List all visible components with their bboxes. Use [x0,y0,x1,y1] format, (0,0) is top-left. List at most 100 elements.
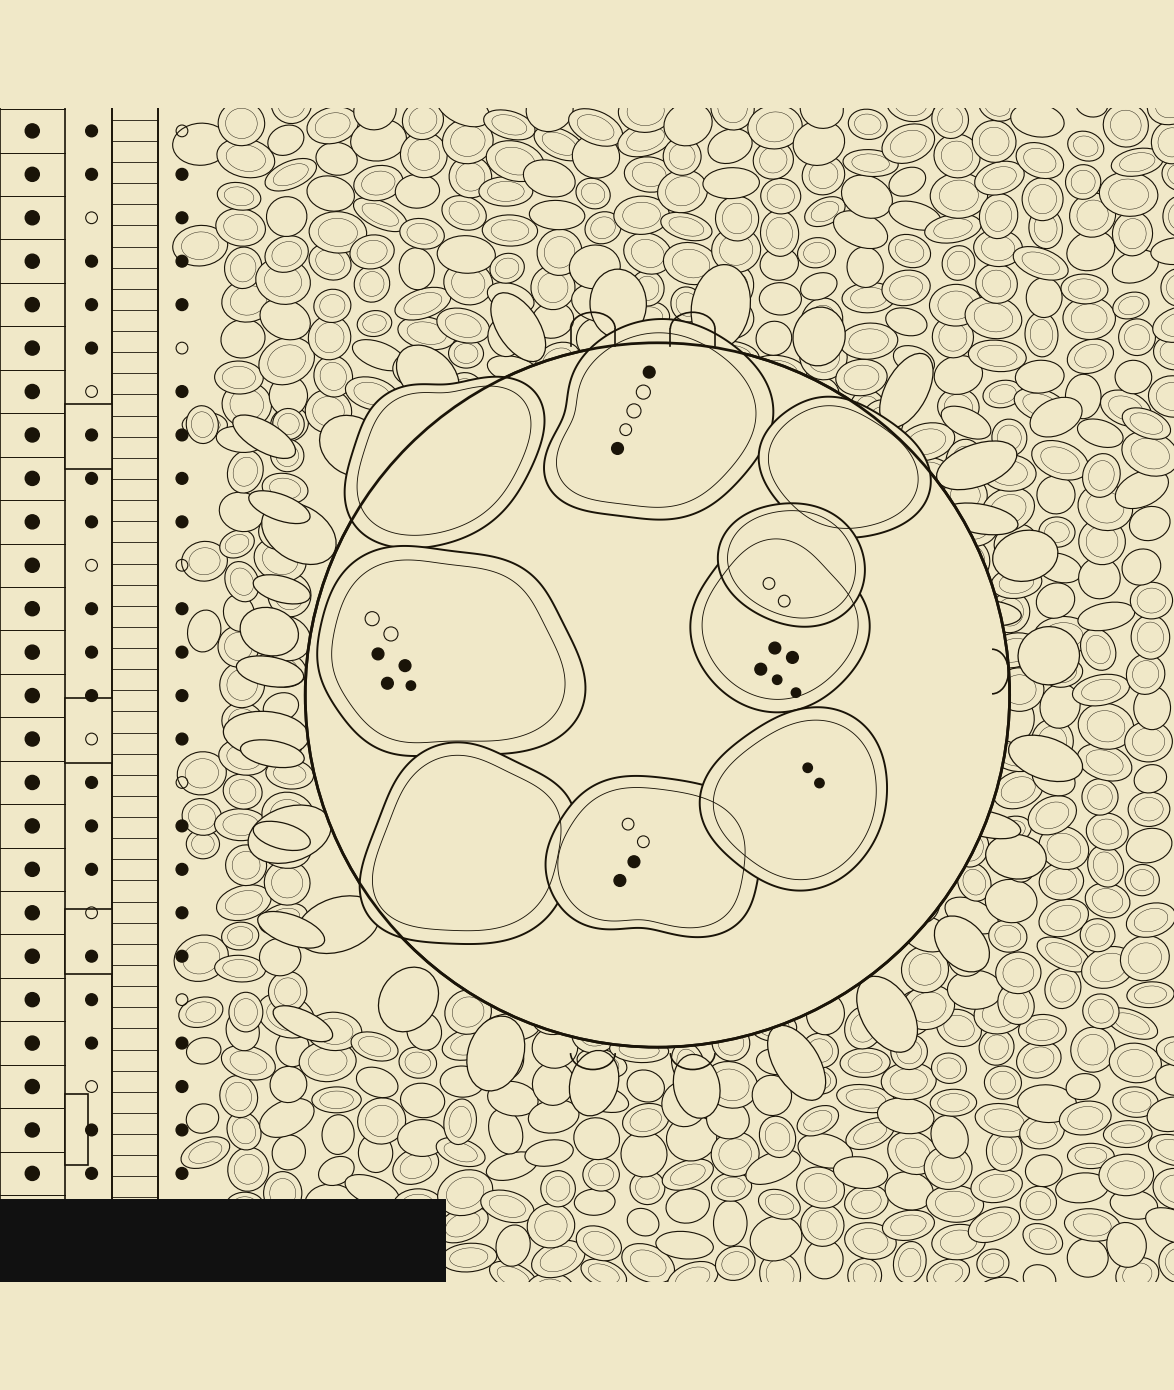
Ellipse shape [798,1133,852,1168]
Ellipse shape [627,1070,664,1102]
Ellipse shape [572,395,616,425]
Ellipse shape [486,1152,538,1180]
Circle shape [86,820,97,831]
Ellipse shape [1075,90,1108,117]
Ellipse shape [1037,582,1074,619]
Ellipse shape [571,359,623,385]
Ellipse shape [490,253,525,284]
Ellipse shape [971,1169,1023,1202]
Ellipse shape [991,591,1030,632]
Ellipse shape [223,774,262,809]
Circle shape [176,1037,188,1049]
Ellipse shape [802,156,845,195]
Ellipse shape [1126,828,1172,863]
Circle shape [26,124,39,138]
Ellipse shape [944,578,994,620]
Ellipse shape [1126,904,1174,937]
Ellipse shape [351,1211,402,1245]
Ellipse shape [627,302,669,335]
Ellipse shape [398,317,456,350]
Ellipse shape [711,1173,751,1201]
Circle shape [176,906,188,919]
Ellipse shape [1020,1113,1065,1150]
Ellipse shape [711,227,761,272]
Ellipse shape [952,809,1020,838]
Ellipse shape [490,1261,537,1293]
Ellipse shape [801,1065,836,1094]
Ellipse shape [177,752,227,795]
Ellipse shape [750,356,807,386]
Ellipse shape [666,1188,709,1223]
Ellipse shape [614,196,669,235]
Ellipse shape [1024,1265,1055,1293]
Ellipse shape [886,85,935,121]
Ellipse shape [935,356,983,395]
Ellipse shape [937,1009,981,1047]
Ellipse shape [1067,131,1104,161]
Circle shape [176,646,188,657]
Ellipse shape [672,1042,706,1087]
Ellipse shape [437,90,490,126]
Circle shape [86,342,97,354]
Ellipse shape [1119,318,1155,356]
Circle shape [176,603,188,614]
Ellipse shape [218,626,259,667]
Ellipse shape [715,196,758,240]
Ellipse shape [350,235,394,270]
Ellipse shape [437,309,490,343]
Ellipse shape [444,261,493,304]
Ellipse shape [399,1047,437,1079]
Ellipse shape [1078,602,1135,631]
Ellipse shape [748,104,802,149]
Ellipse shape [1126,655,1165,695]
Ellipse shape [529,200,585,229]
Ellipse shape [802,410,846,438]
Ellipse shape [801,272,837,300]
Ellipse shape [900,848,947,880]
Ellipse shape [1066,1073,1100,1099]
Ellipse shape [993,770,1044,809]
Ellipse shape [622,1104,669,1137]
Ellipse shape [272,409,304,439]
Ellipse shape [801,297,843,343]
Ellipse shape [1100,391,1152,427]
Ellipse shape [1153,306,1174,342]
Ellipse shape [947,970,1003,1009]
Ellipse shape [1147,82,1174,125]
Ellipse shape [591,270,647,338]
Ellipse shape [885,1172,933,1211]
Ellipse shape [1129,506,1170,541]
Ellipse shape [1067,1238,1108,1277]
Ellipse shape [804,197,845,227]
Circle shape [26,862,39,876]
Ellipse shape [225,845,266,885]
Ellipse shape [834,211,888,249]
Ellipse shape [1132,614,1169,659]
Ellipse shape [578,1049,627,1079]
Ellipse shape [306,177,355,211]
Ellipse shape [1087,845,1124,887]
Circle shape [176,385,188,398]
Ellipse shape [403,100,444,139]
Ellipse shape [972,1277,1020,1309]
Ellipse shape [931,1054,966,1083]
Ellipse shape [947,933,987,976]
Ellipse shape [981,488,1034,532]
Ellipse shape [358,1098,406,1144]
Ellipse shape [396,174,439,208]
Ellipse shape [574,1188,615,1215]
Circle shape [86,125,97,136]
Ellipse shape [616,368,667,407]
Ellipse shape [1070,193,1115,238]
Ellipse shape [227,1112,261,1150]
Ellipse shape [1067,339,1113,374]
Circle shape [86,1037,97,1049]
Ellipse shape [378,967,439,1031]
Ellipse shape [1018,1084,1077,1123]
Ellipse shape [902,916,951,952]
Ellipse shape [528,1099,579,1133]
Ellipse shape [904,883,940,923]
Ellipse shape [983,381,1023,407]
Ellipse shape [841,1048,890,1077]
Ellipse shape [657,170,708,213]
